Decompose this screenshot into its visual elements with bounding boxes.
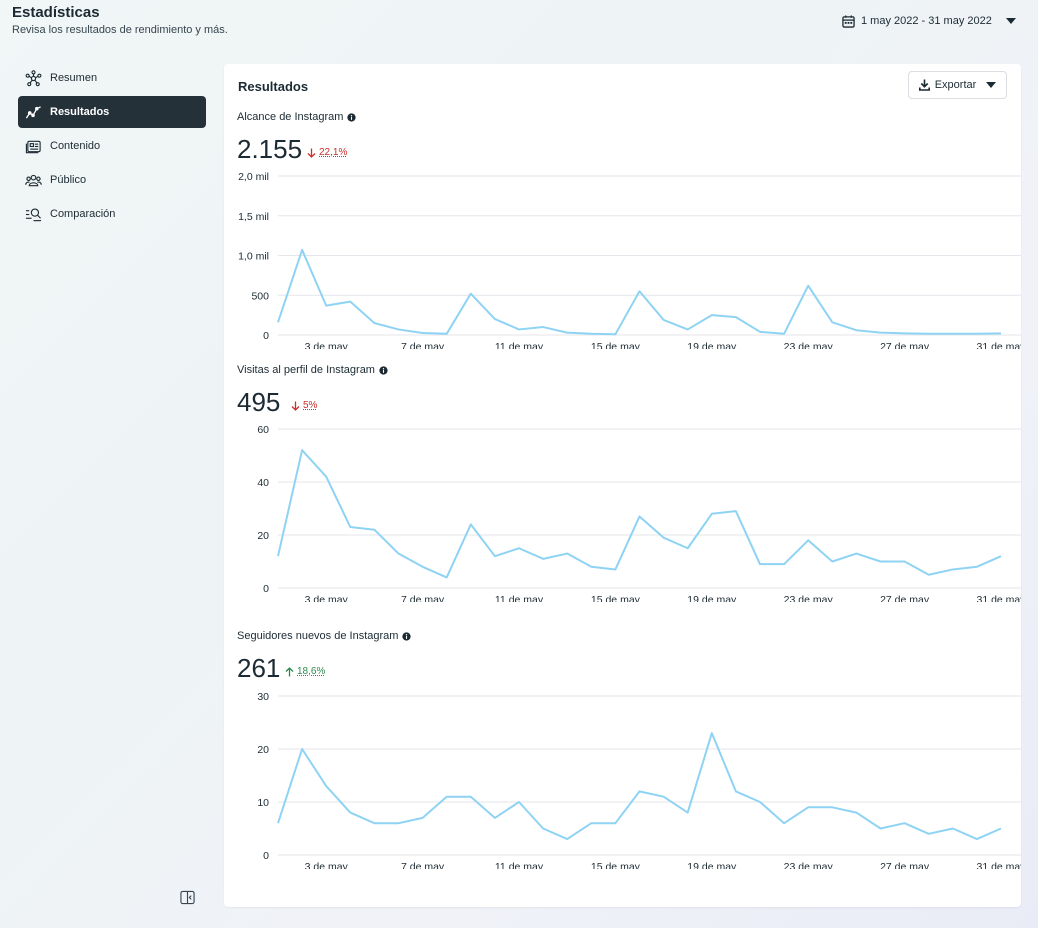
delta-value: 22,1% [319,147,348,158]
delta-badge-new-followers: 18,6% [285,666,325,677]
sidebar-item-resumen[interactable]: Resumen [18,62,206,94]
metric-value-profile-visits: 495 [237,387,281,417]
delta-badge-profile-visits: 5% [291,400,317,411]
metric-value-new-followers: 261 [237,653,281,683]
metric-value-reach: 2.155 [237,134,303,164]
delta-value: 18,6% [297,666,326,677]
y-tick-label: 20 [257,744,269,756]
chart-reach-svg: 0 500 1,0 mil 1,5 mil 2,0 mil 3 de may 7 de ma… [238,171,1021,349]
metric-label-reach: Alcance de Instagram [237,111,357,123]
metric-label-text: Alcance de Instagram [237,111,344,123]
audience-icon [25,174,42,186]
x-tick-label: 15 de may [591,341,641,349]
date-range-picker[interactable]: 1 may 2022 - 31 may 2022 [842,12,1016,30]
chart-new-followers: 0 10 20 30 3 de may 7 de may 11 de may 15 de ma… [224,684,1021,869]
x-tick-label: 31 de may [976,594,1021,602]
sidebar-item-label: Resumen [50,72,98,84]
x-tick-label: 3 de may [305,594,349,602]
sidebar-item-contenido[interactable]: Contenido [18,130,206,162]
x-tick-label: 19 de may [687,861,737,869]
arrow-down-icon [307,148,316,158]
x-tick-label: 23 de may [784,594,834,602]
y-tick-label: 30 [257,691,269,703]
y-tick-label: 500 [251,290,269,302]
sidebar-item-label: Contenido [50,140,101,152]
chart-profile-visits: 0 20 40 60 3 de may 7 de may 11 de may 15 de ma… [224,417,1021,602]
y-tick-label: 1,0 mil [238,251,269,263]
export-button[interactable]: Exportar [908,71,1007,99]
x-tick-label: 11 de may [495,341,544,349]
y-tick-label: 20 [257,530,269,542]
series-line[interactable] [277,732,1002,841]
calendar-icon [842,14,855,28]
info-icon[interactable] [402,631,412,641]
x-tick-label: 7 de may [401,594,445,602]
sidebar-item-label: Comparación [50,208,116,220]
trend-line-icon [25,105,41,119]
x-tick-label: 27 de may [880,341,930,349]
sidebar-nav: Resumen Resultados Contenido Público [18,62,206,232]
page-subtitle: Revisa los resultados de rendimiento y m… [12,24,228,36]
chart-new-followers-svg: 0 10 20 30 3 de may 7 de may 11 de may 15 de ma… [257,691,1021,869]
x-tick-label: 15 de may [591,594,641,602]
collapse-sidebar-icon[interactable] [180,890,195,905]
date-range-label: 1 may 2022 - 31 may 2022 [861,15,992,27]
x-tick-label: 11 de may [495,594,544,602]
y-tick-label: 60 [257,424,269,436]
info-icon[interactable] [379,365,388,375]
info-icon[interactable] [347,112,357,122]
x-tick-label: 7 de may [401,341,445,349]
x-tick-label: 15 de may [591,861,641,869]
compare-search-icon [25,207,42,221]
x-tick-label: 11 de may [495,861,544,869]
series-line[interactable] [277,248,1002,336]
y-tick-label: 0 [263,583,269,595]
x-tick-label: 19 de may [687,341,737,349]
chart-profile-visits-svg: 0 20 40 60 3 de may 7 de may 11 de may 15 de ma… [257,424,1021,602]
chevron-down-icon [1005,18,1016,24]
series-line[interactable] [277,449,1002,579]
content-icon [25,140,41,153]
x-tick-label: 27 de may [880,861,930,869]
sidebar-item-comparacion[interactable]: Comparación [18,198,206,230]
arrow-down-icon [291,401,300,411]
delta-value: 5% [303,400,318,411]
results-title: Resultados [238,79,309,94]
y-tick-label: 0 [263,330,269,342]
results-card: Resultados Exportar Alcance de Instagram… [224,64,1021,907]
delta-badge-reach: 22,1% [307,147,347,158]
download-icon [918,79,930,91]
sidebar-item-publico[interactable]: Público [18,164,206,196]
x-tick-label: 23 de may [784,341,834,349]
y-tick-label: 2,0 mil [238,171,269,183]
metric-label-new-followers: Seguidores nuevos de Instagram [237,630,412,642]
sidebar-item-resultados[interactable]: Resultados [18,96,206,128]
x-tick-label: 19 de may [687,594,737,602]
export-label: Exportar [934,79,977,91]
page-title: Estadísticas [12,4,100,21]
metric-label-profile-visits: Visitas al perfil de Instagram [237,364,388,376]
chevron-down-icon [986,82,997,88]
x-tick-label: 31 de may [976,861,1021,869]
metric-label-text: Visitas al perfil de Instagram [237,364,375,376]
x-tick-label: 27 de may [880,594,930,602]
x-tick-label: 3 de may [305,861,349,869]
metric-label-text: Seguidores nuevos de Instagram [237,630,399,642]
x-tick-label: 31 de may [976,341,1021,349]
x-tick-label: 23 de may [784,861,834,869]
x-tick-label: 7 de may [401,861,445,869]
arrow-up-icon [285,666,294,676]
chart-reach: 0 500 1,0 mil 1,5 mil 2,0 mil 3 de may 7 de ma… [224,164,1021,349]
sidebar-item-label: Público [50,174,87,186]
y-tick-label: 1,5 mil [238,211,269,223]
y-tick-label: 40 [257,477,269,489]
y-tick-label: 10 [257,797,269,809]
sidebar-item-label: Resultados [50,106,110,118]
y-tick-label: 0 [263,850,269,862]
network-icon [25,69,42,86]
x-tick-label: 3 de may [305,341,349,349]
